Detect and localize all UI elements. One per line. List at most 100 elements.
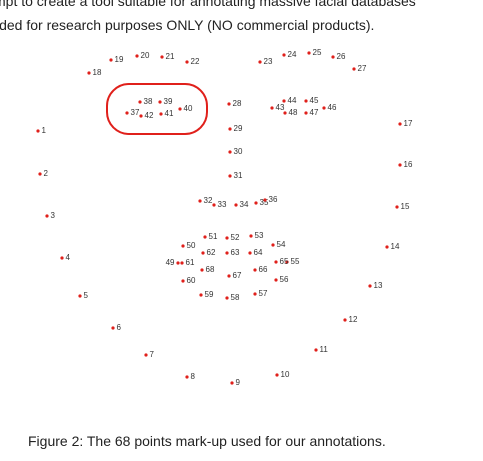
- landmark-dot: [144, 353, 148, 357]
- landmark-dot: [198, 199, 202, 203]
- landmark-label: 3: [51, 211, 56, 220]
- landmark-dot: [36, 129, 40, 133]
- landmark-dot: [203, 235, 207, 239]
- landmark-label: 53: [255, 231, 264, 240]
- landmark-label: 32: [204, 196, 213, 205]
- landmark-dot: [109, 58, 113, 62]
- landmark-label: 63: [231, 248, 240, 257]
- landmark-label: 30: [234, 147, 243, 156]
- landmark-dot: [201, 251, 205, 255]
- landmark-dot: [138, 100, 142, 104]
- landmark-label: 6: [117, 323, 122, 332]
- landmark-dot: [185, 60, 189, 64]
- landmark-dot: [225, 251, 229, 255]
- landmark-label: 62: [207, 248, 216, 257]
- landmark-label: 41: [165, 109, 174, 118]
- landmark-dot: [176, 261, 180, 265]
- landmark-dot: [274, 260, 278, 264]
- landmark-label: 43: [276, 103, 285, 112]
- landmark-dot: [352, 67, 356, 71]
- landmark-dot: [253, 292, 257, 296]
- landmark-dot: [87, 71, 91, 75]
- landmark-dot: [230, 381, 234, 385]
- landmark-dot: [38, 172, 42, 176]
- landmark-dot: [385, 245, 389, 249]
- landmark-label: 22: [191, 57, 200, 66]
- landmark-dot: [271, 243, 275, 247]
- landmark-dot: [181, 279, 185, 283]
- landmark-label: 20: [141, 51, 150, 60]
- landmark-dot: [200, 268, 204, 272]
- landmark-dot: [234, 203, 238, 207]
- landmark-label: 48: [289, 108, 298, 117]
- landmark-label: 39: [164, 97, 173, 106]
- landmark-label: 46: [328, 103, 337, 112]
- landmark-dot: [159, 112, 163, 116]
- landmark-label: 49: [166, 258, 175, 267]
- landmark-dot: [45, 214, 49, 218]
- caption: Figure 2: The 68 points mark-up used for…: [28, 433, 386, 449]
- landmark-dot: [228, 127, 232, 131]
- landmark-dot: [111, 326, 115, 330]
- landmark-dot: [253, 268, 257, 272]
- landmark-label: 26: [337, 52, 346, 61]
- landmark-label: 40: [184, 104, 193, 113]
- landmark-label: 56: [280, 275, 289, 284]
- landmark-label: 13: [374, 281, 383, 290]
- landmark-dot: [331, 55, 335, 59]
- landmark-dot: [139, 114, 143, 118]
- landmark-label: 66: [259, 265, 268, 274]
- landmark-label: 16: [404, 160, 413, 169]
- landmark-dot: [322, 106, 326, 110]
- landmark-label: 28: [233, 99, 242, 108]
- landmark-dot: [227, 274, 231, 278]
- landmark-label: 45: [310, 96, 319, 105]
- landmark-dot: [304, 99, 308, 103]
- landmark-dot: [228, 150, 232, 154]
- landmark-label: 42: [145, 111, 154, 120]
- landmark-label: 38: [144, 97, 153, 106]
- landmark-dot: [282, 99, 286, 103]
- landmark-dot: [135, 54, 139, 58]
- landmark-dot: [398, 122, 402, 126]
- landmark-label: 50: [187, 241, 196, 250]
- landmark-label: 67: [233, 271, 242, 280]
- landmark-dot: [199, 293, 203, 297]
- highlight-ellipse: [106, 83, 208, 135]
- landmark-label: 51: [209, 232, 218, 241]
- landmark-dot: [283, 111, 287, 115]
- landmark-label: 18: [93, 68, 102, 77]
- landmark-dot: [225, 296, 229, 300]
- landmark-dot: [78, 294, 82, 298]
- landmark-label: 68: [206, 265, 215, 274]
- landmark-label: 2: [44, 169, 49, 178]
- landmark-dot: [314, 348, 318, 352]
- landmark-label: 8: [191, 372, 196, 381]
- landmark-dot: [307, 51, 311, 55]
- landmark-label: 4: [66, 253, 71, 262]
- landmark-dot: [181, 244, 185, 248]
- landmark-label: 65: [280, 257, 289, 266]
- landmark-dot: [158, 100, 162, 104]
- landmark-dot: [263, 198, 267, 202]
- landmark-label: 55: [291, 257, 300, 266]
- landmark-label: 33: [218, 200, 227, 209]
- landmark-dot: [258, 60, 262, 64]
- landmark-label: 35: [260, 198, 269, 207]
- landmark-dot: [395, 205, 399, 209]
- landmark-dot: [249, 234, 253, 238]
- landmark-dot: [282, 53, 286, 57]
- landmark-dot: [398, 163, 402, 167]
- landmark-dot: [304, 111, 308, 115]
- landmark-label: 15: [401, 202, 410, 211]
- landmark-label: 25: [313, 48, 322, 57]
- landmark-label: 5: [84, 291, 89, 300]
- landmark-label: 21: [166, 52, 175, 61]
- landmark-dot: [270, 106, 274, 110]
- landmark-label: 7: [150, 350, 155, 359]
- landmark-dot: [178, 107, 182, 111]
- landmark-label: 59: [205, 290, 214, 299]
- landmark-dot: [160, 55, 164, 59]
- landmark-label: 60: [187, 276, 196, 285]
- landmark-label: 52: [231, 233, 240, 242]
